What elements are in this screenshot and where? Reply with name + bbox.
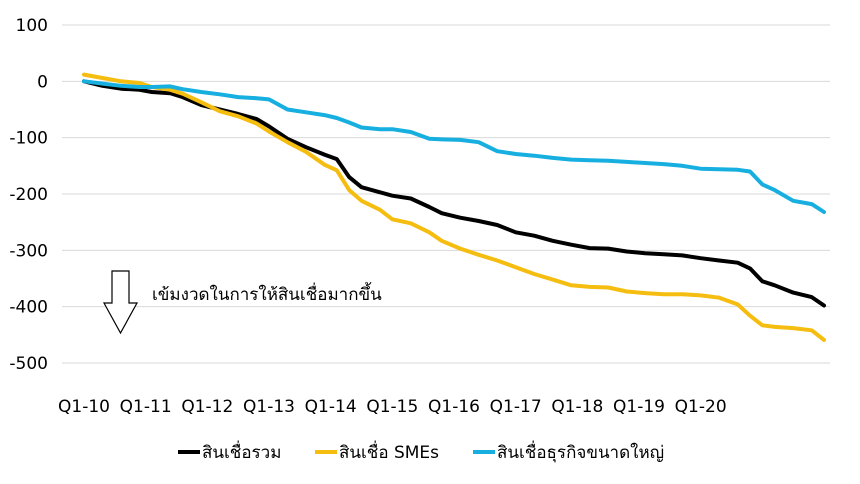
series-line-2: [82, 72, 826, 342]
y-tick-label: -300: [9, 241, 48, 261]
x-tick-label: Q1-17: [490, 397, 542, 417]
down-arrow-icon: [102, 270, 139, 335]
y-tick-label: 100: [16, 16, 48, 36]
legend-label-3: สินเชื่อธุรกิจขนาดใหญ่: [497, 440, 664, 463]
legend-label-1: สินเชื่อรวม: [202, 440, 281, 463]
series-lines: [82, 72, 826, 342]
x-tick-label: Q1-13: [243, 397, 295, 417]
annotation-text: เข้มงวดในการให้สินเชื่อมากขึ้น: [152, 282, 382, 305]
x-tick-label: Q1-16: [428, 397, 480, 417]
x-tick-label: Q1-10: [58, 397, 110, 417]
y-tick-label: -400: [9, 298, 48, 318]
series-line-3: [82, 79, 826, 214]
x-tick-label: Q1-20: [675, 397, 727, 417]
x-tick-label: Q1-11: [120, 397, 172, 417]
y-tick-label: -100: [9, 129, 48, 149]
legend: สินเชื่อรวม สินเชื่อ SMEs สินเชื่อธุรกิจขน…: [178, 440, 664, 463]
series-line-1: [82, 79, 826, 308]
x-tick-label: Q1-19: [613, 397, 665, 417]
y-tick-label: -200: [9, 185, 48, 205]
y-axis-ticks: 100 0 -100 -200 -300 -400 -500: [9, 16, 48, 374]
x-tick-label: Q1-18: [551, 397, 603, 417]
gridlines: [62, 24, 830, 364]
legend-label-2: สินเชื่อ SMEs: [339, 440, 439, 463]
x-axis-ticks: Q1-10 Q1-11 Q1-12 Q1-13 Q1-14 Q1-15 Q1-16 Q1-17…: [58, 397, 727, 417]
x-tick-label: Q1-14: [305, 397, 357, 417]
annotation: เข้มงวดในการให้สินเชื่อมากขึ้น: [102, 270, 382, 335]
y-tick-label: -500: [9, 354, 48, 374]
x-tick-label: Q1-12: [181, 397, 233, 417]
x-tick-label: Q1-15: [366, 397, 418, 417]
y-tick-label: 0: [37, 72, 48, 92]
